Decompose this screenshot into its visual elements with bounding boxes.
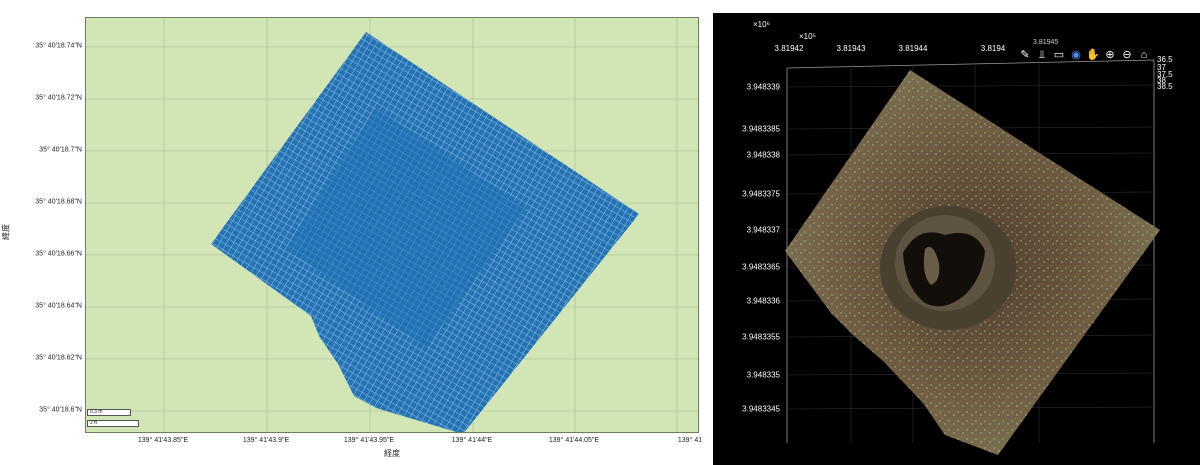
latitude-tick: 35° 40'18.68"N — [35, 198, 82, 206]
pc-z-tick: 37.5 — [1157, 70, 1173, 79]
longitude-tick: 139° 41'43.95"E — [343, 437, 395, 444]
pc-y-tick: 3.948335 — [746, 370, 780, 380]
longitude-tick: 139° 41'44"E — [451, 437, 493, 444]
pc-z-tick: 36.5 — [1157, 55, 1173, 64]
zoom-out-icon[interactable]: ⊖ — [1122, 49, 1132, 61]
scalebar-imperial: 2 ft — [87, 420, 139, 427]
x-overlap-tick-label: 3.81945 — [1033, 39, 1059, 46]
latitude-tick: 35° 40'18.64"N — [35, 302, 82, 310]
point-cloud-dense-center — [286, 108, 526, 348]
rotate-3d-icon[interactable]: ◉ — [1071, 49, 1081, 61]
pc-y-tick: 3.948337 — [746, 225, 780, 235]
longitude-tick: 139° 41'43.9"E — [242, 437, 290, 444]
pc-y-tick: 3.948339 — [746, 82, 780, 92]
latitude-axis-label: 緯度 — [1, 224, 11, 240]
longitude-tick: 139° 41'44.05"E — [548, 437, 600, 444]
pc-y-tick: 3.9483385 — [742, 124, 780, 134]
latitude-tick: 35° 40'18.7"N — [39, 146, 82, 154]
pc-y-tick: 3.948338 — [746, 150, 780, 160]
pc-y-tick: 3.948336 — [746, 296, 780, 306]
restore-view-icon[interactable]: ▭ — [1053, 49, 1065, 61]
stump-inner-wall — [923, 246, 940, 285]
pc-x-tick: 3.8194 — [980, 44, 1006, 53]
data-tips-icon[interactable]: ⫫ — [1038, 49, 1046, 61]
home-icon[interactable]: ⌂ — [1140, 49, 1148, 61]
longitude-axis-label: 経度 — [384, 449, 400, 458]
brush-icon[interactable]: ✎ — [1020, 49, 1030, 61]
scalebar-metric: 0.3 m — [87, 409, 131, 416]
pc-x-tick: 3.81944 — [898, 44, 928, 53]
pc-y-tick: 3.9483355 — [742, 332, 780, 342]
x-exponent-label: ×10⁵ — [799, 32, 816, 41]
latitude-tick: 35° 40'18.74"N — [35, 42, 82, 50]
pc-y-tick: 3.9483375 — [742, 189, 780, 199]
point-cloud-viewer[interactable]: ×10⁶ ×10⁵ 3.81942 3.81943 3.81944 3.8194 3.… — [713, 13, 1200, 465]
latitude-tick: 35° 40'18.62"N — [35, 354, 82, 362]
axes-toolbar: ✎ ⫫ ▭ ◉ ✋ ⊕ ⊖ ⌂ — [1018, 46, 1151, 64]
geo-plot-canvas — [86, 18, 698, 432]
latitude-tick: 35° 40'18.6"N — [39, 406, 82, 414]
geographic-axes[interactable] — [85, 17, 699, 433]
zoom-in-icon[interactable]: ⊕ — [1105, 49, 1115, 61]
pc-y-tick: 3.9483345 — [742, 404, 780, 414]
pc-z-tick: 38.5 — [1157, 82, 1173, 91]
stump-hole — [903, 232, 985, 307]
pc-axes-box — [786, 59, 1155, 443]
pc-z-tick: 37 — [1157, 63, 1166, 72]
pc-z-tick: 38 — [1157, 76, 1166, 85]
geographic-plot-panel: 35° 40'18.74"N 35° 40'18.72"N 35° 40'18.7"… — [1, 17, 703, 458]
pc-x-tick: 3.81943 — [836, 44, 866, 53]
longitude-tick: 139° 41 — [677, 437, 703, 444]
pan-icon[interactable]: ✋ — [1086, 49, 1100, 61]
latitude-tick: 35° 40'18.72"N — [35, 94, 82, 102]
longitude-tick: 139° 41'43.85"E — [137, 437, 189, 444]
pc-x-tick: 3.81942 — [774, 44, 804, 53]
latitude-tick: 35° 40'18.66"N — [35, 250, 82, 258]
point-cloud-canvas[interactable] — [713, 13, 1200, 465]
pc-y-tick: 3.9483365 — [742, 262, 780, 272]
y-exponent-label: ×10⁶ — [753, 20, 770, 29]
